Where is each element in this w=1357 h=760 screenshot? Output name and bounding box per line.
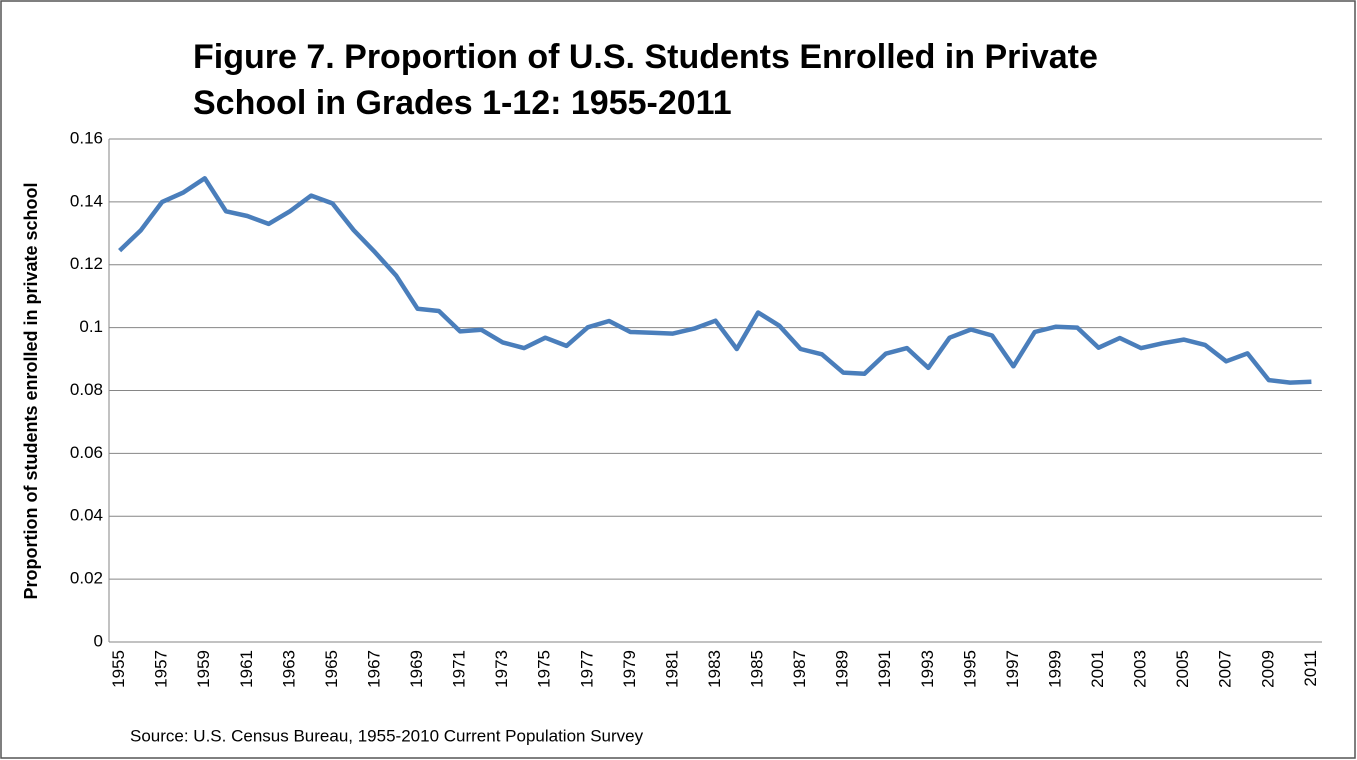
y-tick-label: 0.08 [70,380,103,399]
x-tick-label: 1955 [109,650,128,688]
x-tick-label: 1985 [748,650,767,688]
x-tick-label: 1983 [705,650,724,688]
x-tick-label: 1981 [662,650,681,688]
y-tick-label: 0.16 [70,128,103,147]
x-tick-label: 1975 [535,650,554,688]
y-tick-label: 0.04 [70,506,103,525]
x-tick-label: 1957 [152,650,171,688]
x-tick-label: 1969 [407,650,426,688]
x-tick-label: 1995 [960,650,979,688]
data-line [118,176,1312,385]
x-tick-label: 2009 [1258,650,1277,688]
x-tick-label: 1991 [875,650,894,688]
x-tick-label: 2001 [1088,650,1107,688]
x-tick-label: 1961 [237,650,256,688]
source-note: Source: U.S. Census Bureau, 1955-2010 Cu… [130,726,644,745]
x-tick-label: 1971 [450,650,469,688]
y-tick-label: 0.12 [70,254,103,273]
chart-title: Figure 7. Proportion of U.S. Students En… [193,38,1098,122]
x-tick-label: 1979 [620,650,639,688]
x-tick-label: 1989 [833,650,852,688]
x-tick-label: 1973 [492,650,511,688]
x-tick-label: 1959 [194,650,213,688]
x-tick-label: 1997 [1003,650,1022,688]
x-tick-label: 1965 [322,650,341,688]
x-tick-label: 2011 [1301,650,1320,687]
y-tick-label: 0.1 [79,317,103,336]
x-tick-label: 1977 [577,650,596,688]
x-tick-label: 1967 [364,650,383,688]
y-axis-label: Proportion of students enrolled in priva… [21,182,41,599]
x-tick-label: 2007 [1216,650,1235,688]
y-tick-label: 0.06 [70,443,103,462]
y-tick-label: 0.14 [70,191,103,210]
x-tick-label: 2003 [1131,650,1150,688]
x-tick-label: 1963 [279,650,298,688]
y-tick-label: 0.02 [70,569,103,588]
y-tick-label: 0 [94,631,103,650]
x-tick-label: 1999 [1045,650,1064,688]
x-tick-label: 2005 [1173,650,1192,688]
x-tick-label: 1993 [918,650,937,688]
x-tick-label: 1987 [790,650,809,688]
